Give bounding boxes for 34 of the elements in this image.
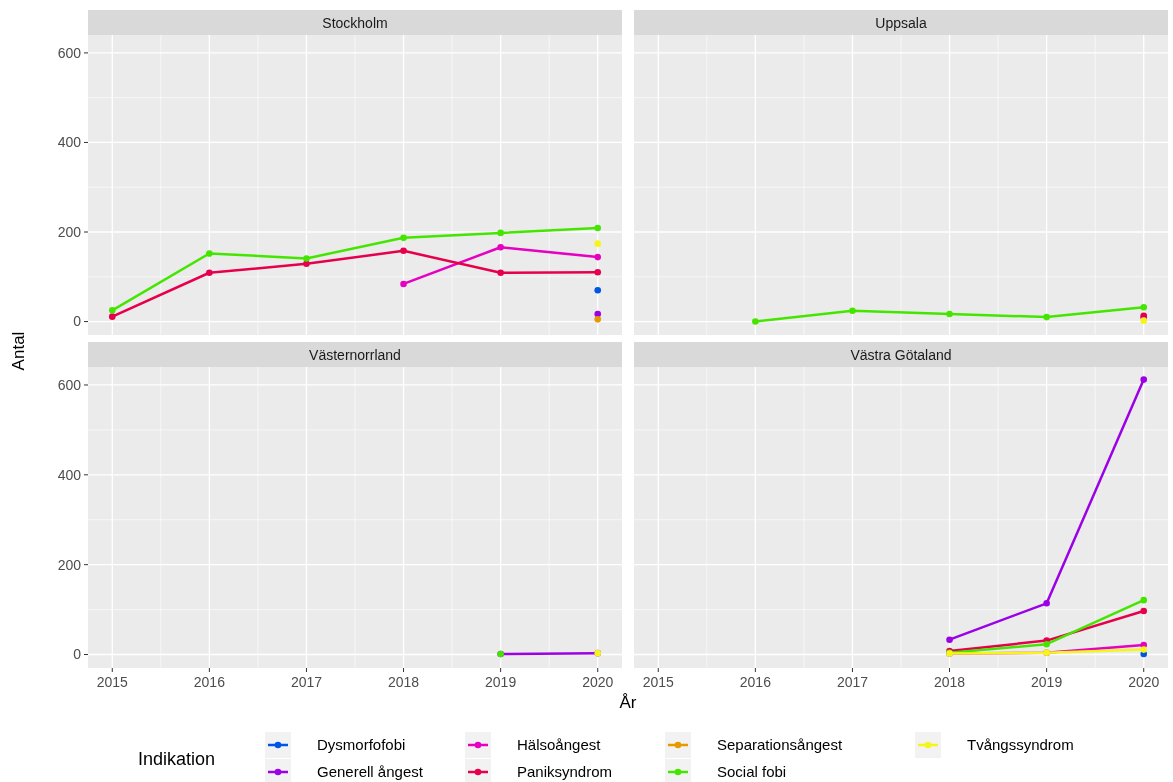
- x-tick-label: 2016: [739, 674, 772, 690]
- x-axis-title: År: [619, 693, 637, 712]
- legend-label: Social fobi: [717, 763, 787, 781]
- chart-title: Stockholm: [322, 14, 388, 31]
- x-tick-label: 2019: [1031, 674, 1063, 690]
- y-tick-label: 600: [57, 376, 82, 393]
- x-tick-label: 2018: [933, 674, 966, 690]
- chart-title: Västernorrland: [309, 346, 401, 363]
- x-tick-label: 2015: [642, 674, 675, 690]
- legend-label: Dysmorfofobi: [317, 736, 406, 754]
- x-tick-label: 2017: [290, 674, 323, 690]
- y-tick-label: 400: [57, 134, 82, 151]
- x-tick-label: 2019: [485, 674, 517, 690]
- y-axis-title: Antal: [9, 331, 28, 371]
- x-tick-label: 2017: [836, 674, 869, 690]
- chart-title: Uppsala: [875, 14, 927, 31]
- x-tick-label: 2020: [582, 674, 614, 690]
- legend-label: Paniksyndrom: [517, 763, 613, 781]
- y-tick-label: 600: [57, 44, 82, 61]
- y-tick-label: 0: [73, 646, 82, 663]
- legend-label: Tvångssyndrom: [967, 736, 1074, 754]
- x-tick-label: 2016: [193, 674, 226, 690]
- legend-title: Indikation: [138, 749, 216, 769]
- chart-title: Västra Götaland: [850, 346, 952, 363]
- legend-label: Generell ångest: [317, 763, 424, 781]
- legend-label: Separationsångest: [717, 736, 843, 754]
- x-tick-label: 2020: [1128, 674, 1160, 690]
- x-tick-label: 2015: [96, 674, 129, 690]
- x-tick-label: 2018: [387, 674, 420, 690]
- y-tick-label: 200: [57, 223, 82, 240]
- y-tick-label: 200: [57, 556, 82, 573]
- legend-label: Hälsoångest: [517, 736, 602, 754]
- y-tick-label: 400: [57, 466, 82, 483]
- y-tick-label: 0: [73, 313, 82, 330]
